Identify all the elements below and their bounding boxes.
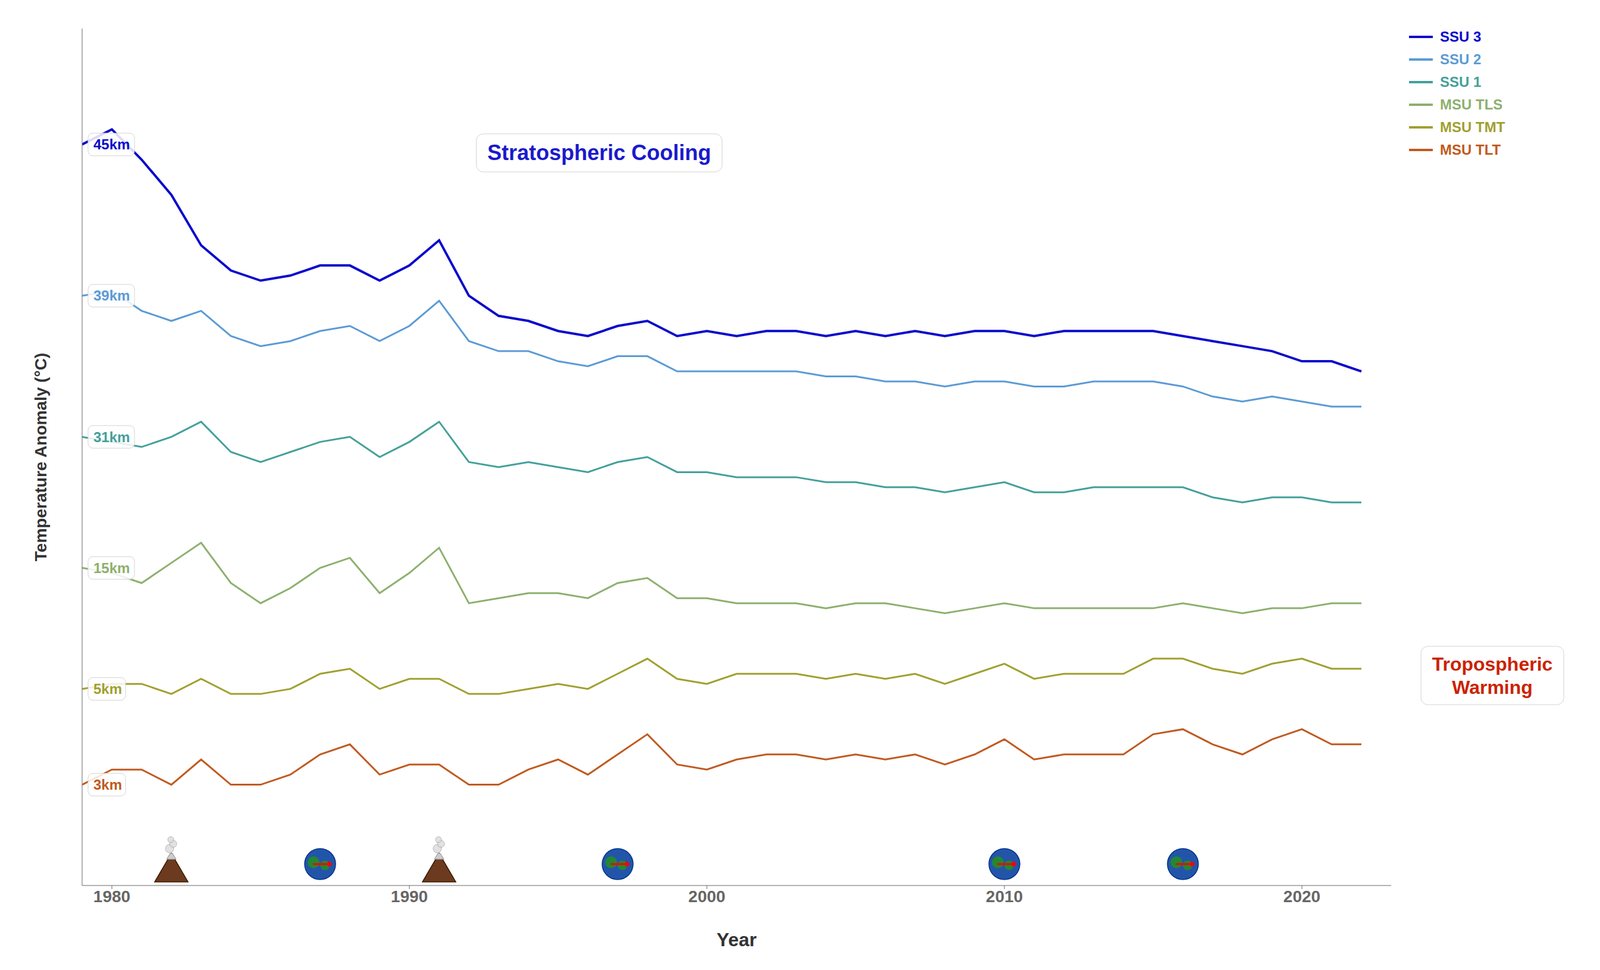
html-text:SSU 3: SSU 3 [1439, 28, 1482, 45]
html-text:MSU TLT: MSU TLT [1439, 141, 1501, 158]
html-text:MSU TLS: MSU TLS [1439, 96, 1503, 113]
html-text:SSU 1: SSU 1 [1439, 73, 1482, 90]
svg-text:Year: Year [716, 928, 757, 951]
svg-text:31km: 31km [93, 429, 130, 446]
svg-text:5km: 5km [93, 680, 122, 697]
svg-text:3km: 3km [93, 776, 122, 793]
html-text:MSU TMT: MSU TMT [1439, 119, 1505, 136]
html-text:Stratospheric Cooling: Stratospheric Cooling [487, 140, 712, 165]
svg-text:1990: 1990 [390, 887, 428, 906]
svg-text:45km: 45km [93, 136, 130, 153]
svg-text:2020: 2020 [1283, 887, 1321, 906]
svg-text:2000: 2000 [688, 887, 726, 906]
svg-text:39km: 39km [93, 287, 130, 304]
svg-text:1980: 1980 [93, 887, 131, 906]
svg-text:15km: 15km [93, 559, 130, 576]
svg-text:2010: 2010 [985, 887, 1023, 906]
svg-text:Temperature Anomaly (°C): Temperature Anomaly (°C) [31, 352, 50, 562]
html-text:Tropospheric Warming: Tropospheric Warming [1431, 653, 1553, 698]
html-text:SSU 2: SSU 2 [1439, 51, 1482, 68]
